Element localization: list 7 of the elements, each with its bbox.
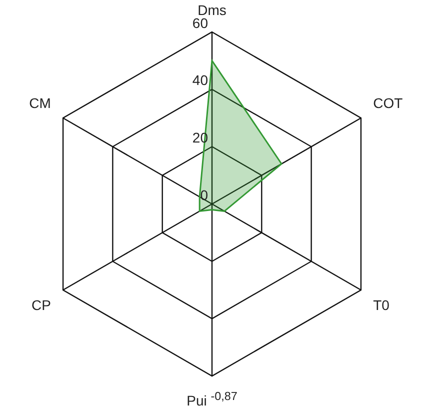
spoke-label: CM xyxy=(29,95,51,111)
spoke-label: CP xyxy=(31,297,51,313)
spoke-label: T0 xyxy=(373,297,390,313)
y-tick-label: 40 xyxy=(192,72,208,88)
spoke-label: Pui $^{-0,87}$ xyxy=(186,390,238,409)
y-tick-label: 0 xyxy=(200,186,208,203)
spoke-label: COT xyxy=(373,95,403,111)
